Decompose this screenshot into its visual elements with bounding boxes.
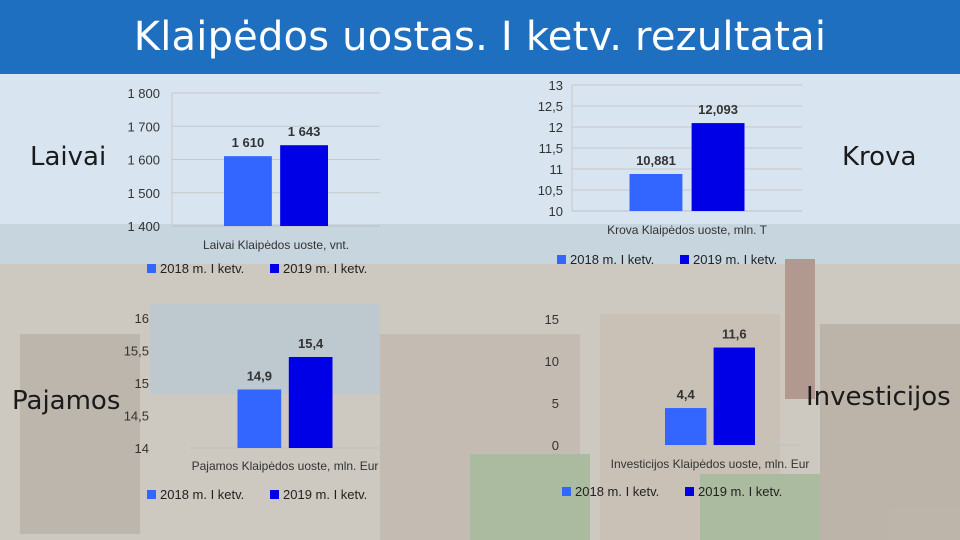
y-tick-label: 1 800 xyxy=(127,86,160,101)
legend-label: 2019 m. I ketv. xyxy=(698,484,782,499)
data-label: 1 610 xyxy=(232,135,265,150)
legend-swatch xyxy=(147,264,156,273)
y-tick-label: 1 600 xyxy=(127,153,160,168)
slide-title: Klaipėdos uostas. I ketv. rezultatai xyxy=(0,0,960,74)
y-tick-label: 11,5 xyxy=(539,141,563,156)
y-tick-label: 16 xyxy=(135,311,149,326)
data-label: 10,881 xyxy=(636,153,676,168)
data-label: 11,6 xyxy=(722,327,747,342)
label-krova: Krova xyxy=(842,142,917,172)
y-tick-label: 10 xyxy=(549,204,563,219)
y-tick-label: 11 xyxy=(550,162,564,177)
y-tick-label: 15 xyxy=(545,312,559,327)
legend-swatch xyxy=(270,490,279,499)
bar-2019 xyxy=(713,347,755,445)
label-laivai: Laivai xyxy=(30,142,107,172)
y-tick-label: 12 xyxy=(549,120,563,135)
label-investicijos: Investicijos xyxy=(806,382,951,412)
legend-swatch xyxy=(685,487,694,496)
legend-swatch xyxy=(680,255,689,264)
y-tick-label: 0 xyxy=(552,438,559,453)
label-pajamos: Pajamos xyxy=(12,386,121,416)
data-label: 15,4 xyxy=(298,336,324,351)
y-tick-label: 13 xyxy=(549,78,563,93)
legend-swatch xyxy=(557,255,566,264)
legend-label: 2018 m. I ketv. xyxy=(160,261,244,276)
data-label: 1 643 xyxy=(288,124,321,139)
background-photo xyxy=(0,74,960,540)
y-tick-label: 10,5 xyxy=(538,183,563,198)
bar-2019 xyxy=(288,357,333,448)
background-veil xyxy=(0,74,960,540)
data-label: 12,093 xyxy=(698,102,738,117)
x-axis-label: Investicijos Klaipėdos uoste, mln. Eur xyxy=(611,457,810,471)
data-label: 4,4 xyxy=(677,387,696,402)
y-tick-label: 15 xyxy=(135,376,149,391)
y-tick-label: 10 xyxy=(545,354,559,369)
legend-label: 2018 m. I ketv. xyxy=(575,484,659,499)
bar-2019 xyxy=(691,123,745,211)
bar-2018 xyxy=(629,173,683,211)
data-label: 14,9 xyxy=(247,369,272,384)
legend-label: 2018 m. I ketv. xyxy=(160,487,244,502)
legend-label: 2018 m. I ketv. xyxy=(570,252,654,267)
legend-label: 2019 m. I ketv. xyxy=(283,261,367,276)
y-tick-label: 1 400 xyxy=(127,219,160,234)
bar-2018 xyxy=(237,389,282,448)
legend-swatch xyxy=(270,264,279,273)
bar-2018 xyxy=(665,408,707,445)
y-tick-label: 14 xyxy=(135,441,149,456)
y-tick-label: 5 xyxy=(552,396,559,411)
y-tick-label: 1 700 xyxy=(127,119,160,134)
legend-swatch xyxy=(562,487,571,496)
bar-2019 xyxy=(280,145,328,226)
y-tick-label: 12,5 xyxy=(538,99,563,114)
legend-label: 2019 m. I ketv. xyxy=(693,252,777,267)
y-tick-label: 14,5 xyxy=(124,409,149,424)
bar-2018 xyxy=(224,156,272,226)
x-axis-label: Krova Klaipėdos uoste, mln. T xyxy=(607,223,768,237)
x-axis-label: Pajamos Klaipėdos uoste, mln. Eur xyxy=(192,459,379,473)
legend-label: 2019 m. I ketv. xyxy=(283,487,367,502)
y-tick-label: 15,5 xyxy=(124,344,149,359)
x-axis-label: Laivai Klaipėdos uoste, vnt. xyxy=(203,238,349,252)
y-tick-label: 1 500 xyxy=(127,186,160,201)
legend-swatch xyxy=(147,490,156,499)
